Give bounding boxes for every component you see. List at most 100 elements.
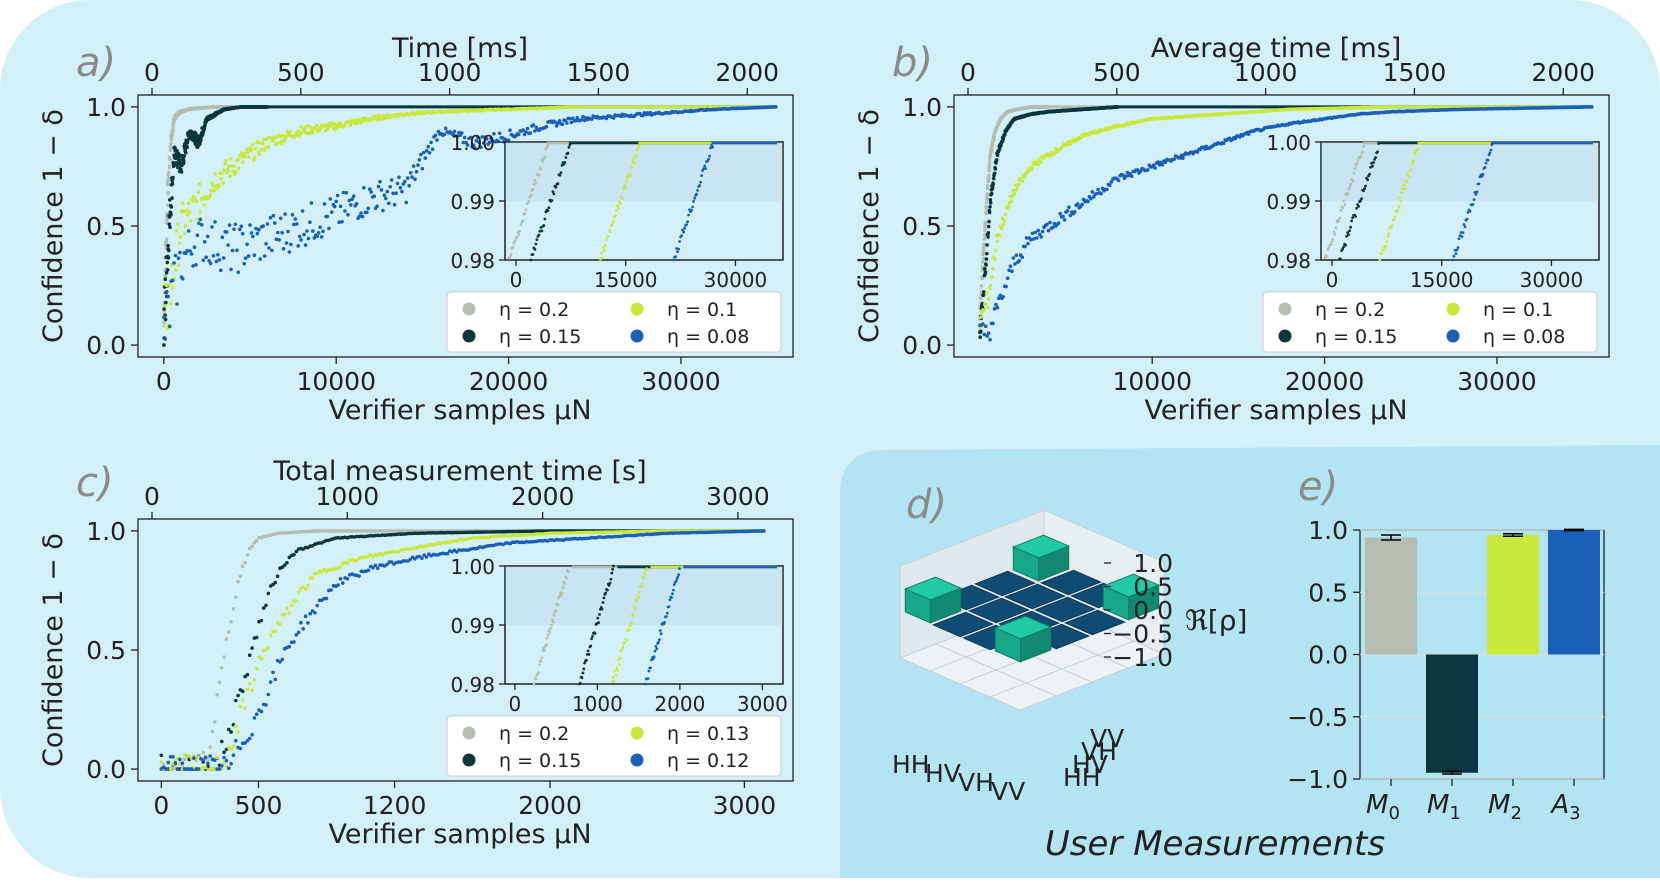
data-point [217,184,221,188]
data-point [529,131,533,135]
data-point [318,225,322,229]
panel-letter-e: e) [1298,464,1338,510]
data-point [241,232,245,236]
data-point [334,200,338,204]
data-point [987,331,991,335]
data-point [336,194,340,198]
data-point [168,283,172,287]
data-point [215,756,219,760]
data-point [317,231,321,235]
inset-point [560,171,563,174]
inset-point [1351,216,1354,219]
y-tick-label: 0.5 [86,636,126,665]
data-point [1105,188,1109,192]
inset-point [561,592,564,595]
data-point [985,212,989,216]
data-point [321,230,325,234]
inset-point [548,206,551,209]
inset-point [623,184,626,187]
data-point [269,680,273,684]
data-point [413,177,417,181]
data-point [203,203,207,207]
data-point [204,255,208,259]
inset-point [1452,259,1455,262]
inset-point [530,194,533,197]
inset-point [1334,233,1337,236]
data-point [390,178,394,182]
data-point [264,604,268,608]
data-point [174,761,178,765]
inset-point [598,613,601,616]
data-point [367,207,371,211]
data-point [168,325,172,329]
data-point [276,231,280,235]
data-point [1161,163,1165,167]
data-point [299,125,303,129]
data-point [336,583,340,587]
data-point [195,200,199,204]
data-point [272,214,276,218]
inset-point [619,202,622,205]
legend-label: η = 0.15 [1315,326,1397,348]
data-point [229,730,233,734]
data-point [988,158,992,162]
inset-point [1360,155,1363,158]
data-point [222,751,226,755]
data-point [419,153,423,157]
data-point [211,730,215,734]
inset-point [1333,230,1336,233]
data-point [508,128,512,132]
inset-point [1390,224,1393,227]
data-point [184,151,188,155]
legend-marker [1447,330,1460,343]
data-point [236,730,240,734]
data-point [418,158,422,162]
data-point [387,202,391,206]
x-tick-label: 10000 [296,367,376,396]
inset-x-tick-label: 15000 [594,268,658,292]
inset-y-tick-label: 0.98 [450,673,495,697]
data-point [986,235,990,239]
data-point [349,203,353,207]
data-point [273,221,277,225]
inset-point [512,246,515,249]
data-point [174,268,178,272]
data-point [991,267,995,271]
top-tick-label: 1000 [418,58,482,87]
data-point [229,620,233,624]
data-point [295,222,299,226]
data-point [180,170,184,174]
y-tick-label: 0.5 [86,212,126,241]
data-point [229,268,233,272]
inset-point [1399,200,1402,203]
inset-point [1385,240,1388,243]
data-point [167,170,171,174]
data-point [1003,133,1007,137]
data-point [197,767,201,771]
data-point [226,168,230,172]
data-point [283,212,287,216]
data-point [224,159,228,163]
inset-point [1376,150,1379,153]
data-point [243,561,247,565]
x-tick-label: 0 [153,791,169,820]
data-point [297,590,301,594]
data-point [241,698,245,702]
data-point [228,223,232,227]
inset-point [682,231,685,234]
inset-point [604,244,607,247]
data-point [280,231,284,235]
inset-point [607,235,610,238]
y-tick-label: 1.0 [86,93,126,122]
data-point [243,706,247,710]
inset-point [1348,229,1351,232]
x-tick-label: 500 [235,791,283,820]
inset-point [1416,148,1419,151]
data-point [333,205,337,209]
inset-x-tick-label: 15000 [1410,268,1474,292]
data-point [1073,210,1077,214]
inset-point [555,186,558,189]
data-point [229,762,233,766]
legend-marker [1279,330,1292,343]
inset-point [696,189,699,192]
